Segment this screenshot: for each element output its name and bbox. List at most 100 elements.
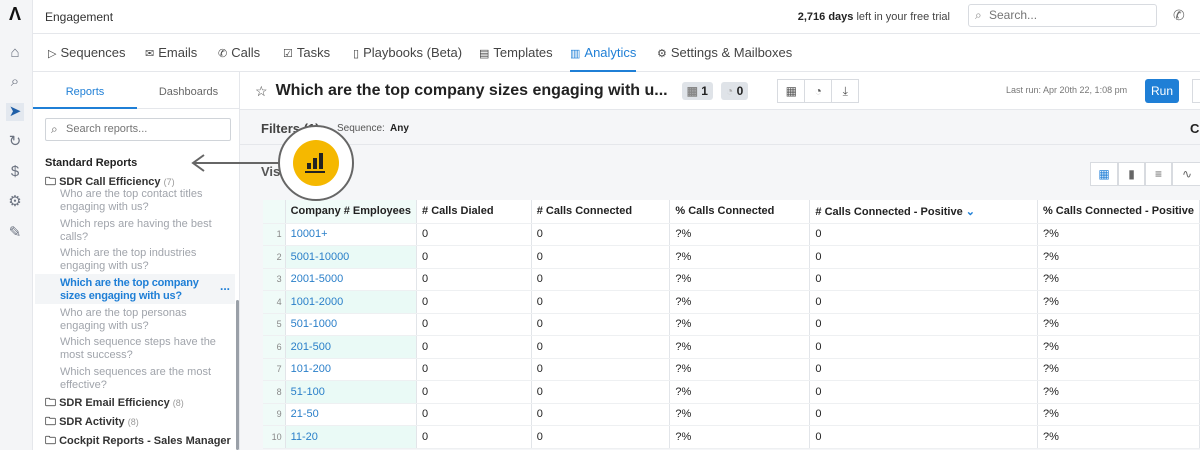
table-cell[interactable]: 10001+: [285, 223, 418, 246]
tiles-badge[interactable]: ▦ 1: [681, 82, 713, 100]
gear-icon[interactable]: ⚙: [8, 193, 22, 210]
report-header: ☆ Which are the top company sizes engagi…: [240, 72, 1200, 110]
global-search[interactable]: ⌕: [968, 4, 1157, 27]
table-cell: ?%: [669, 290, 811, 314]
table-cell: 0: [531, 223, 671, 246]
reports-sidebar: Reports Dashboards ⌕ Standard Reports 🗀 …: [33, 72, 240, 450]
report-item-selected[interactable]: Which are the top company sizes engaging…: [60, 277, 199, 302]
table-cell[interactable]: 21-50: [285, 403, 418, 426]
folder-count: (8): [172, 398, 184, 408]
nav-tab-calls[interactable]: ✆ Calls: [218, 34, 260, 72]
report-item[interactable]: Which reps are having the best calls?: [60, 218, 212, 243]
report-item[interactable]: Which are the top industries engaging wi…: [60, 247, 197, 272]
download-button[interactable]: ⤓: [831, 79, 860, 103]
star-icon[interactable]: ☆: [255, 82, 268, 99]
report-title-row: ☆ Which are the top company sizes engagi…: [255, 72, 860, 110]
table-cell[interactable]: 101-200: [285, 358, 418, 381]
nav-tab-playbooks-beta-[interactable]: ▯ Playbooks (Beta): [353, 34, 462, 72]
app-title: Engagement: [45, 10, 114, 24]
table-header-row: Company # Employees # Calls Dialed # Cal…: [263, 200, 1200, 224]
refresh-icon[interactable]: ↻: [8, 133, 22, 150]
wrench-icon[interactable]: ✎: [8, 224, 22, 241]
document-icon: ▤: [479, 48, 490, 60]
sidebar-scrollbar[interactable]: [236, 300, 239, 450]
table-cell[interactable]: 201-500: [285, 335, 418, 359]
logo-icon: Λ: [8, 4, 21, 24]
main-nav: ▷ Sequences ✉ Emails ✆ Calls ☑ Tasks ▯ Playbooks …: [33, 34, 1200, 72]
global-search-input[interactable]: [989, 8, 1149, 22]
table-cell: ?%: [669, 268, 811, 291]
table-cell: 0: [809, 358, 1038, 381]
table-cell: ?%: [669, 335, 811, 359]
nav-tab-emails[interactable]: ✉ Emails: [145, 34, 197, 72]
filters-bar: Filters (1) Sequence: Any C: [240, 110, 1200, 145]
folder-sdr-activity[interactable]: 🗀 SDR Activity (8): [45, 416, 139, 428]
bar-chart-button[interactable]: ≡: [1145, 162, 1172, 186]
table-cell[interactable]: 5001-10000: [285, 245, 418, 269]
column-header[interactable]: # Calls Connected: [531, 200, 671, 224]
report-item[interactable]: Which sequence steps have the most succe…: [60, 336, 216, 361]
report-item[interactable]: Who are the top personas engaging with u…: [60, 307, 187, 332]
nav-tab-label: Playbooks (Beta): [363, 45, 463, 60]
report-item[interactable]: Which sequences are the most effective?: [60, 366, 212, 391]
table-cell: 0: [809, 223, 1038, 246]
filter-value[interactable]: Any: [390, 123, 409, 134]
table-cell: ?%: [1037, 335, 1200, 359]
table-cell[interactable]: 501-1000: [285, 313, 418, 336]
table-cell: 0: [416, 403, 532, 426]
table-cell[interactable]: 2001-5000: [285, 268, 418, 291]
table-cell: ?%: [669, 380, 811, 404]
folder-sdr-call-efficiency[interactable]: 🗀 SDR Call Efficiency (7): [45, 176, 175, 188]
column-header[interactable]: % Calls Connected: [669, 200, 811, 224]
row-number: 10: [263, 425, 286, 449]
column-header[interactable]: % Calls Connected - Positive: [1037, 200, 1200, 224]
table-cell[interactable]: 1001-2000: [285, 290, 418, 314]
table-cell[interactable]: 11-20: [285, 425, 418, 449]
nav-tab-templates[interactable]: ▤ Templates: [479, 34, 553, 72]
nav-tab-settings-mailboxes[interactable]: ⚙ Settings & Mailboxes: [657, 34, 792, 72]
table-cell: 0: [809, 313, 1038, 336]
tab-reports[interactable]: Reports: [33, 72, 137, 109]
run-button[interactable]: Run: [1145, 79, 1179, 103]
nav-tab-sequences[interactable]: ▷ Sequences: [48, 34, 126, 72]
report-actions: ▦ ◔ ⤓: [777, 79, 860, 103]
table-cell: 0: [531, 403, 671, 426]
phone-icon[interactable]: ✆: [1173, 7, 1185, 23]
search-icon: ⌕: [975, 8, 982, 22]
callout-overlay: [191, 125, 354, 201]
more-options-icon[interactable]: ...: [220, 279, 231, 293]
table-view-button[interactable]: ▦: [1090, 162, 1118, 186]
nav-tab-tasks[interactable]: ☑ Tasks: [283, 34, 330, 72]
table-cell[interactable]: 51-100: [285, 380, 418, 404]
more-button[interactable]: [1192, 79, 1200, 103]
tiles-count: 1: [701, 84, 708, 98]
send-icon[interactable]: ➤: [6, 103, 24, 121]
column-chart-button[interactable]: ▮: [1118, 162, 1145, 186]
report-search[interactable]: ⌕: [45, 118, 231, 141]
table-cell: 0: [416, 380, 532, 404]
gauge-button[interactable]: ◔: [804, 79, 833, 103]
gauge-badge[interactable]: ◔ 0: [720, 82, 749, 100]
report-item[interactable]: Who are the top contact titles engaging …: [60, 188, 203, 213]
row-number: 5: [263, 313, 286, 336]
folder-cockpit-reports[interactable]: 🗀 Cockpit Reports - Sales Manager: [45, 435, 231, 447]
home-icon[interactable]: ⌂: [10, 44, 20, 61]
nav-tab-label: Emails: [158, 45, 198, 60]
report-search-input[interactable]: [66, 123, 226, 135]
dollar-icon[interactable]: $: [10, 163, 20, 180]
report-title: Which are the top company sizes engaging…: [275, 82, 668, 99]
nav-tab-label: Sequences: [60, 45, 126, 60]
table-row: 7 101-200 0 0?% 0?%: [263, 358, 1200, 381]
column-header[interactable]: # Calls Dialed: [416, 200, 532, 224]
tab-dashboards[interactable]: Dashboards: [137, 72, 240, 109]
column-header[interactable]: Company # Employees: [285, 200, 418, 224]
table-cell: 0: [531, 380, 671, 404]
table-cell: 0: [531, 335, 671, 359]
search-icon[interactable]: ⌕: [10, 73, 20, 90]
nav-tab-analytics[interactable]: ▥ Analytics: [570, 34, 637, 72]
add-to-dashboard-button[interactable]: ▦: [777, 79, 806, 103]
line-chart-button[interactable]: ∿: [1172, 162, 1200, 186]
folder-sdr-email-efficiency[interactable]: 🗀 SDR Email Efficiency (8): [45, 397, 184, 409]
sort-desc-icon[interactable]: ⌄: [965, 205, 975, 218]
column-header-sorted[interactable]: # Calls Connected - Positive ⌄: [809, 200, 1038, 224]
